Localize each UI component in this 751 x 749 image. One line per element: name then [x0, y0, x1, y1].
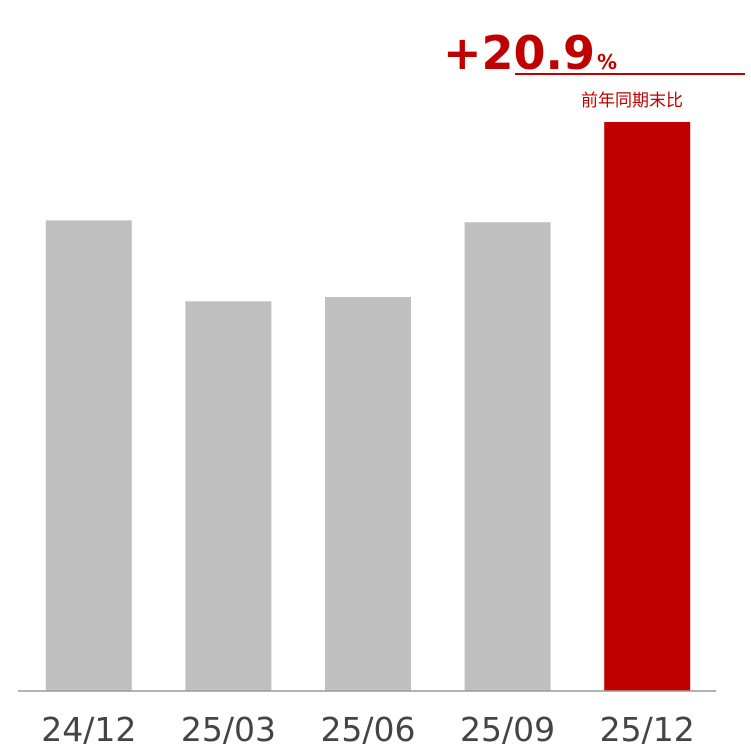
x-tick-label: 25/09: [460, 710, 555, 749]
x-tick-label: 24/12: [41, 710, 136, 749]
bar: [185, 301, 272, 691]
annotation-label: 前年同期末比: [581, 91, 683, 111]
x-tick-label: 25/03: [181, 710, 276, 749]
bar: [45, 220, 132, 692]
bar: [325, 297, 411, 691]
x-tick-label: 25/12: [600, 710, 695, 749]
bar: [464, 222, 551, 691]
annotation-value: +20.9: [443, 26, 595, 80]
bar: [604, 122, 691, 691]
x-tick-label: 25/06: [320, 710, 415, 749]
annotation-suffix: %: [597, 50, 617, 74]
